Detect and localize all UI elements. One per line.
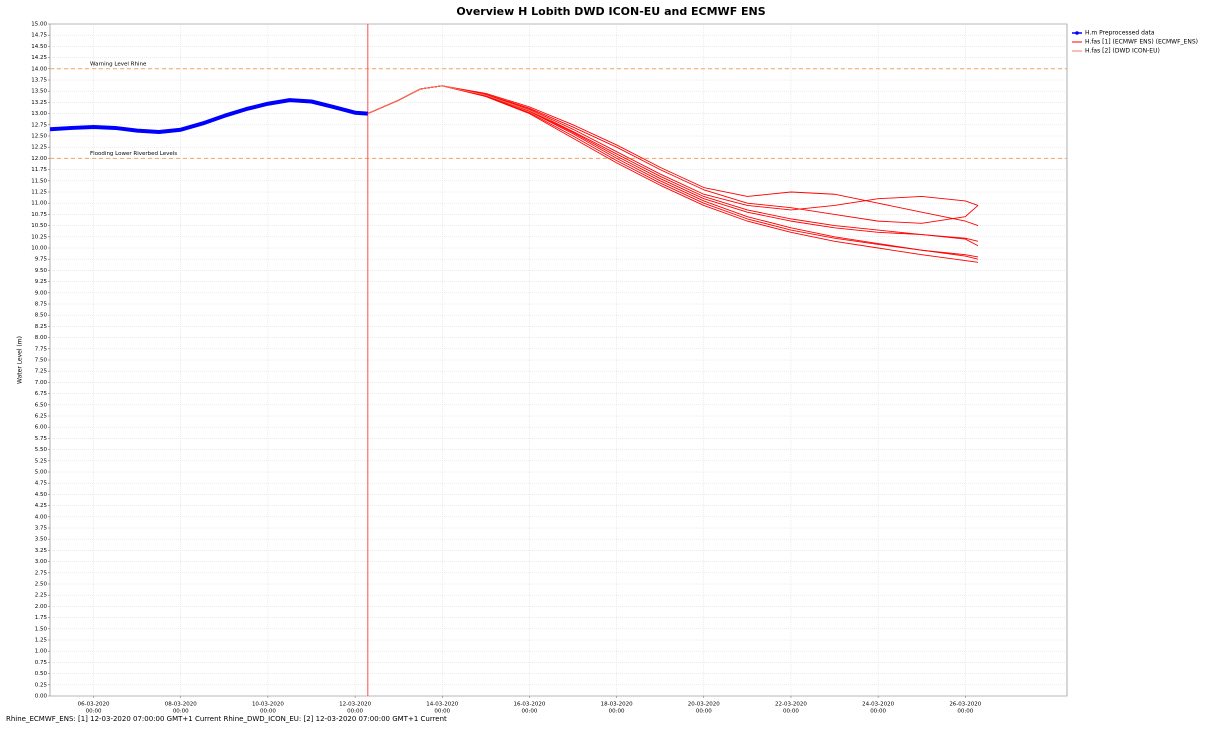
legend-marker bbox=[1075, 31, 1079, 35]
x-tick-label: 00:00 bbox=[609, 709, 625, 715]
y-tick-label: 10.50 bbox=[31, 223, 47, 229]
y-tick-label: 12.25 bbox=[31, 145, 47, 151]
y-tick-label: 2.25 bbox=[35, 593, 48, 599]
x-tick-label: 08-03-2020 bbox=[165, 702, 197, 708]
y-tick-label: 8.25 bbox=[35, 324, 48, 330]
y-tick-label: 8.00 bbox=[35, 335, 48, 341]
y-tick-label: 5.50 bbox=[35, 447, 48, 453]
x-tick-label: 00:00 bbox=[86, 709, 102, 715]
x-tick-label: 12-03-2020 bbox=[339, 702, 371, 708]
y-tick-label: 8.50 bbox=[35, 313, 48, 319]
x-tick-label: 00:00 bbox=[957, 709, 973, 715]
y-tick-label: 14.00 bbox=[31, 66, 47, 72]
x-tick-label: 00:00 bbox=[870, 709, 886, 715]
reference-label: Flooding Lower Riverbed Levels bbox=[90, 151, 177, 157]
y-tick-label: 6.50 bbox=[35, 402, 48, 408]
x-tick-label: 20-03-2020 bbox=[688, 702, 720, 708]
y-tick-label: 3.25 bbox=[35, 548, 48, 554]
y-tick-label: 9.50 bbox=[35, 268, 48, 274]
x-tick-label: 00:00 bbox=[522, 709, 538, 715]
y-tick-label: 10.75 bbox=[31, 212, 47, 218]
footer: Rhine_ECMWF_ENS: [1] 12-03-2020 07:00:00… bbox=[6, 715, 447, 723]
y-tick-label: 5.75 bbox=[35, 436, 48, 442]
y-tick-label: 6.25 bbox=[35, 414, 48, 420]
y-tick-label: 12.75 bbox=[31, 122, 47, 128]
y-tick-label: 4.00 bbox=[35, 514, 48, 520]
y-tick-label: 4.75 bbox=[35, 481, 48, 487]
y-tick-label: 14.50 bbox=[31, 44, 47, 50]
x-tick-label: 26-03-2020 bbox=[949, 702, 981, 708]
y-tick-label: 9.25 bbox=[35, 279, 48, 285]
y-tick-label: 7.75 bbox=[35, 346, 48, 352]
y-tick-label: 6.75 bbox=[35, 391, 48, 397]
legend-label: H.m Preprocessed data bbox=[1085, 30, 1155, 37]
y-tick-label: 2.50 bbox=[35, 582, 48, 588]
y-tick-label: 12.50 bbox=[31, 134, 47, 140]
legend-label: H.fas [1] (ECMWF ENS) (ECMWF_ENS) bbox=[1085, 39, 1198, 46]
y-tick-label: 3.00 bbox=[35, 559, 48, 565]
y-tick-label: 13.75 bbox=[31, 78, 47, 84]
y-tick-label: 10.25 bbox=[31, 234, 47, 240]
y-tick-label: 0.25 bbox=[35, 682, 48, 688]
y-tick-label: 1.25 bbox=[35, 638, 48, 644]
x-tick-label: 00:00 bbox=[173, 709, 189, 715]
y-tick-label: 13.00 bbox=[31, 111, 47, 117]
x-tick-label: 22-03-2020 bbox=[775, 702, 807, 708]
y-tick-label: 1.50 bbox=[35, 626, 48, 632]
y-tick-label: 0.75 bbox=[35, 660, 48, 666]
x-tick-label: 14-03-2020 bbox=[426, 702, 458, 708]
y-tick-label: 7.00 bbox=[35, 380, 48, 386]
y-tick-label: 10.00 bbox=[31, 246, 47, 252]
y-tick-label: 4.50 bbox=[35, 492, 48, 498]
x-tick-label: 00:00 bbox=[434, 709, 450, 715]
y-tick-label: 12.00 bbox=[31, 156, 47, 162]
y-tick-label: 11.50 bbox=[31, 178, 47, 184]
x-tick-label: 16-03-2020 bbox=[513, 702, 545, 708]
y-tick-label: 7.25 bbox=[35, 369, 48, 375]
y-tick-label: 11.75 bbox=[31, 167, 47, 173]
series-line bbox=[367, 85, 552, 121]
y-tick-label: 9.75 bbox=[35, 257, 48, 263]
x-tick-label: 00:00 bbox=[696, 709, 712, 715]
y-tick-label: 2.00 bbox=[35, 604, 48, 610]
y-tick-label: 0.50 bbox=[35, 671, 48, 677]
y-tick-label: 11.25 bbox=[31, 190, 47, 196]
x-tick-label: 10-03-2020 bbox=[252, 702, 284, 708]
y-tick-label: 11.00 bbox=[31, 201, 47, 207]
y-tick-label: 3.75 bbox=[35, 526, 48, 532]
x-tick-label: 06-03-2020 bbox=[78, 702, 110, 708]
x-tick-label: 00:00 bbox=[260, 709, 276, 715]
y-tick-label: 1.75 bbox=[35, 615, 48, 621]
x-tick-label: 18-03-2020 bbox=[601, 702, 633, 708]
y-tick-label: 6.00 bbox=[35, 425, 48, 431]
chart-title: Overview H Lobith DWD ICON-EU and ECMWF … bbox=[456, 5, 765, 18]
y-tick-label: 3.50 bbox=[35, 537, 48, 543]
x-tick-label: 00:00 bbox=[347, 709, 363, 715]
y-tick-label: 1.00 bbox=[35, 649, 48, 655]
y-tick-label: 2.75 bbox=[35, 570, 48, 576]
y-tick-label: 13.25 bbox=[31, 100, 47, 106]
y-tick-label: 15.00 bbox=[31, 22, 47, 28]
y-tick-label: 5.00 bbox=[35, 470, 48, 476]
x-tick-label: 24-03-2020 bbox=[862, 702, 894, 708]
legend-label: H.fas [2] (DWD ICON-EU) bbox=[1085, 48, 1160, 55]
y-tick-label: 4.25 bbox=[35, 503, 48, 509]
y-tick-label: 14.75 bbox=[31, 33, 47, 39]
y-tick-label: 7.50 bbox=[35, 358, 48, 364]
series-line bbox=[49, 98, 368, 134]
reference-label: Warning Level Rhine bbox=[90, 61, 147, 67]
y-tick-label: 14.25 bbox=[31, 55, 47, 61]
y-tick-label: 0.00 bbox=[35, 694, 48, 700]
y-tick-label: 9.00 bbox=[35, 290, 48, 296]
y-tick-label: 5.25 bbox=[35, 458, 48, 464]
y-tick-label: 13.50 bbox=[31, 89, 47, 95]
y-tick-label: 8.75 bbox=[35, 302, 48, 308]
y-axis-label: Water Level (m) bbox=[17, 336, 24, 384]
x-tick-label: 00:00 bbox=[783, 709, 799, 715]
